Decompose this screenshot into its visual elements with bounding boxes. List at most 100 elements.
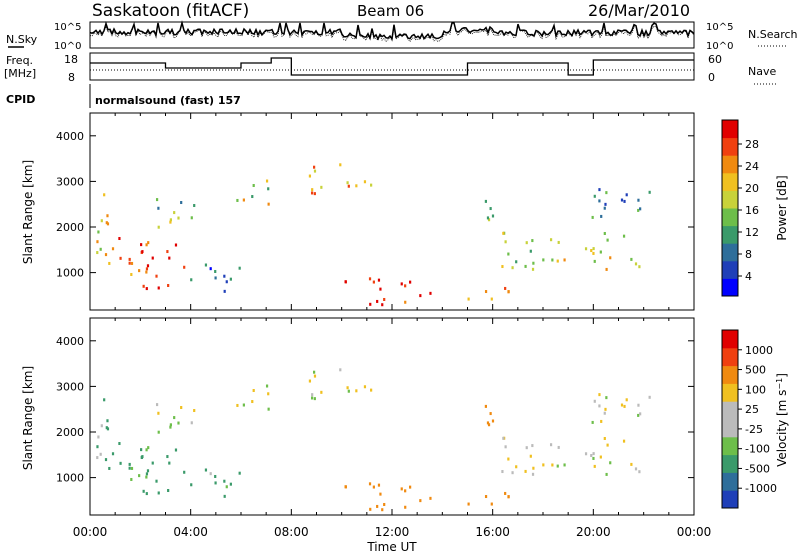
data-cell	[177, 421, 180, 425]
colorbar-tick-label: 12	[745, 226, 759, 239]
colorbar-swatch	[722, 472, 738, 491]
data-cell	[204, 263, 208, 267]
data-cell	[180, 406, 183, 410]
data-cell	[157, 225, 160, 229]
freq-series-line	[90, 57, 694, 76]
data-cell	[193, 204, 196, 208]
data-cell	[169, 220, 172, 224]
data-cell	[151, 256, 154, 260]
data-cell	[119, 461, 122, 465]
beam-title: Beam 06	[357, 2, 424, 20]
data-cell	[381, 303, 384, 307]
y-tick-label: 4000	[56, 130, 84, 143]
data-cell	[157, 206, 160, 210]
data-cell	[308, 379, 312, 383]
data-cell	[346, 386, 349, 390]
colorbar-tick-label: 16	[745, 204, 759, 217]
data-cell	[344, 280, 347, 284]
data-cell	[104, 458, 108, 462]
data-cell	[138, 474, 141, 478]
data-cell	[236, 403, 239, 407]
colorbar-tick-label: -100	[745, 443, 770, 456]
data-cell	[370, 183, 373, 187]
data-cell	[168, 256, 171, 260]
data-cell	[106, 419, 109, 423]
data-cell	[504, 286, 507, 290]
data-cell	[157, 430, 160, 434]
data-cell	[145, 287, 148, 291]
data-cell	[106, 222, 110, 226]
data-cell	[486, 421, 490, 425]
data-cell	[609, 256, 612, 260]
data-cell	[603, 436, 606, 440]
data-cell	[637, 198, 640, 202]
data-cell	[598, 199, 601, 203]
data-cell	[625, 398, 628, 402]
data-cell	[501, 470, 504, 474]
x-tick-label: 16:00	[475, 525, 510, 539]
data-cell	[531, 267, 535, 271]
data-cell	[169, 423, 172, 427]
data-cell	[251, 195, 254, 199]
data-cell	[598, 188, 601, 192]
data-cell	[128, 257, 131, 261]
data-cell	[223, 479, 226, 483]
data-cell	[404, 505, 407, 509]
data-cell	[193, 409, 196, 413]
data-cell	[145, 243, 148, 247]
data-cell	[598, 404, 601, 408]
data-cell	[484, 199, 487, 203]
nsky-series-line	[89, 20, 695, 41]
data-cell	[486, 216, 490, 220]
data-cell	[103, 398, 106, 402]
data-cell	[369, 302, 372, 306]
colorbar-swatch	[722, 419, 738, 438]
data-cell	[605, 191, 608, 195]
data-cell	[347, 389, 350, 393]
velocity-colorbar-label: Velocity [m s−1]	[775, 373, 790, 467]
data-cell	[130, 477, 133, 481]
data-cell	[214, 269, 217, 273]
colorbar-swatch	[722, 225, 738, 244]
nave-tick-bottom: 0	[708, 71, 715, 84]
data-cell	[209, 472, 212, 476]
data-cell	[603, 411, 606, 415]
power-x-ticks	[89, 113, 695, 310]
data-cell	[368, 277, 372, 281]
colorbar-tick-label: 20	[745, 182, 759, 195]
data-cell	[515, 465, 518, 469]
data-cell	[525, 241, 528, 245]
velocity-y-axis-label: Slant Range [km]	[21, 366, 35, 470]
data-cell	[167, 489, 170, 493]
data-cell	[242, 198, 245, 202]
data-cell	[111, 247, 115, 251]
colorbar-tick-label: -1000	[745, 482, 777, 495]
nave-tick-top: 60	[708, 53, 722, 66]
power-colorbar-swatches	[722, 120, 738, 297]
data-cell	[620, 403, 624, 407]
data-cell	[542, 463, 545, 467]
data-cell	[593, 464, 596, 468]
data-cell	[238, 471, 241, 475]
data-cell	[590, 454, 593, 458]
y-tick-label: 3000	[56, 175, 84, 188]
data-cell	[174, 448, 178, 452]
data-cell	[381, 508, 384, 512]
data-cell	[96, 240, 99, 244]
data-cell	[225, 485, 228, 489]
data-cell	[355, 389, 358, 393]
data-cell	[168, 461, 171, 465]
data-cell	[214, 474, 217, 478]
data-cell	[383, 297, 386, 301]
data-cell	[236, 198, 239, 202]
data-cell	[551, 258, 554, 262]
data-cell	[489, 207, 492, 211]
data-cell	[529, 454, 532, 458]
data-cell	[223, 494, 226, 498]
data-cell	[504, 445, 507, 449]
data-cell	[347, 184, 350, 188]
data-cell	[145, 270, 148, 274]
data-cell	[648, 395, 651, 399]
data-cell	[556, 464, 559, 468]
data-cell	[491, 419, 495, 423]
